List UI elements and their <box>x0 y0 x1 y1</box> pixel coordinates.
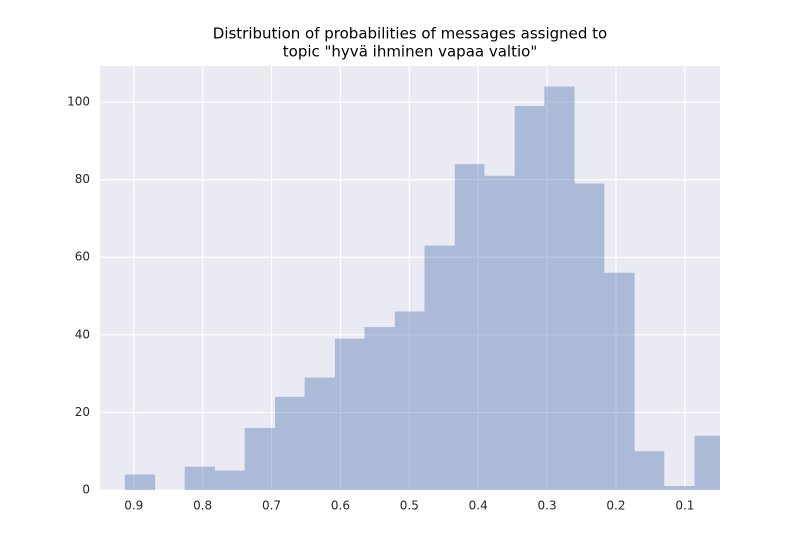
plot-background <box>100 66 720 490</box>
chart-title: Distribution of probabilities of message… <box>213 25 607 43</box>
bar <box>454 164 485 490</box>
bar <box>244 427 275 490</box>
x-tick-label: 0.4 <box>469 499 488 513</box>
x-tick-label: 0.7 <box>262 499 281 513</box>
y-tick-label: 20 <box>75 405 90 419</box>
x-tick-label: 0.3 <box>538 499 557 513</box>
bar <box>274 396 305 490</box>
y-tick-label: 40 <box>75 327 90 341</box>
bar <box>484 175 515 490</box>
y-tick-label: 80 <box>75 172 90 186</box>
bar <box>634 451 665 490</box>
bar <box>664 486 695 490</box>
x-tick-label: 0.6 <box>331 499 350 513</box>
y-tick-label: 60 <box>75 250 90 264</box>
x-tick-label: 0.1 <box>675 499 694 513</box>
bar <box>334 338 365 490</box>
bar <box>694 435 720 490</box>
x-tick-label: 0.5 <box>400 499 419 513</box>
bar <box>394 311 425 490</box>
bar <box>574 183 605 490</box>
bar <box>544 86 575 490</box>
x-tick-label: 0.9 <box>124 499 143 513</box>
chart-title: topic "hyvä ihminen vapaa valtio" <box>283 43 537 61</box>
bar <box>124 474 156 490</box>
y-tick-label: 100 <box>67 95 90 109</box>
y-tick-label: 0 <box>82 483 90 497</box>
bar <box>364 327 395 490</box>
bar <box>215 470 245 490</box>
bar <box>424 245 455 490</box>
bar <box>184 466 216 490</box>
bar <box>604 272 635 490</box>
x-tick-label: 0.2 <box>606 499 625 513</box>
x-tick-label: 0.8 <box>193 499 212 513</box>
bar <box>514 105 545 490</box>
bar <box>304 377 335 490</box>
